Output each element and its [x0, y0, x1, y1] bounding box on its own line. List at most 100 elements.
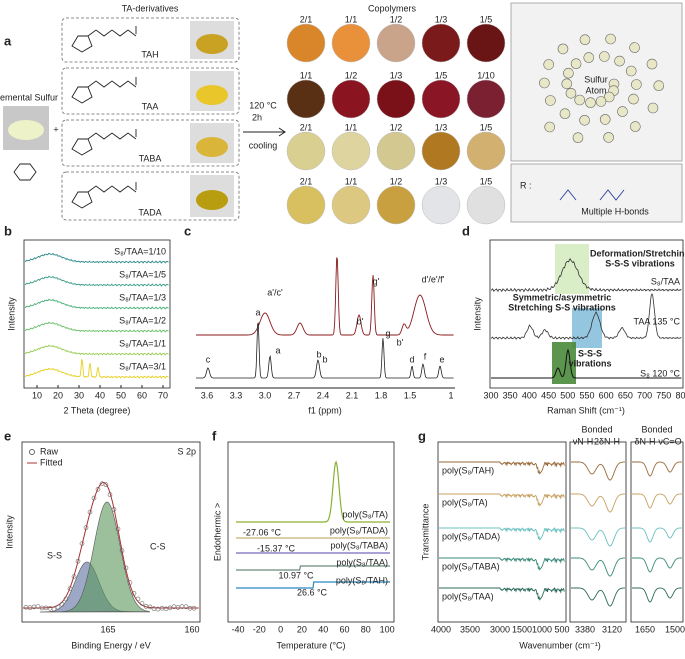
label: 165 — [100, 624, 115, 634]
component-cs — [39, 501, 151, 613]
label: S₈/TAA=1/5 — [119, 269, 166, 279]
sulfur-atom — [595, 96, 607, 107]
label: + — [53, 124, 58, 134]
sample-photo — [466, 131, 506, 171]
label: Raw — [40, 446, 59, 456]
label: 450 — [541, 390, 556, 400]
label: S-S-S vibrations — [605, 258, 675, 268]
label: S₈/TAA=1/3 — [119, 292, 166, 302]
raw-point — [127, 580, 133, 585]
label: S₈ 120 °C — [640, 368, 680, 378]
label: Transmittance — [420, 504, 430, 561]
label: S₈/TAA=1/2 — [119, 315, 166, 325]
label: 3.0 — [259, 390, 272, 400]
sulfur-atom — [565, 88, 577, 99]
sample-photo — [286, 79, 326, 119]
ratio-label: 1/1 — [345, 14, 358, 24]
curve — [632, 557, 682, 573]
sample-photo — [376, 131, 416, 171]
label: Intensity — [6, 297, 16, 331]
label: 350 — [503, 390, 518, 400]
derivative-box — [61, 17, 240, 63]
curve — [491, 348, 682, 379]
axes — [227, 441, 395, 623]
sample-photo — [286, 185, 326, 225]
sulfur-atom — [543, 59, 555, 70]
ratio-label: 2/1 — [300, 176, 313, 186]
label: Binding Energy / eV — [71, 640, 151, 650]
band — [552, 342, 576, 384]
label: Symmetric/asymmetric — [513, 292, 612, 302]
label: Fitted — [40, 457, 63, 467]
curve — [25, 252, 169, 264]
label: TAA 135 °C — [634, 316, 681, 326]
label: S-S — [47, 550, 62, 560]
sample-photo — [331, 23, 371, 63]
label: b' — [397, 337, 404, 347]
arrow — [243, 127, 286, 137]
label: νN-H — [573, 436, 594, 446]
label: d'/e'/f' — [422, 274, 445, 284]
sulfur-atom — [629, 42, 640, 53]
sulfur-atom — [614, 55, 625, 67]
sample-photo — [376, 185, 416, 225]
label: 2δN-H — [594, 436, 620, 446]
raw-point — [103, 482, 109, 488]
axes — [21, 441, 201, 623]
label: 500 — [560, 390, 575, 400]
label: c — [206, 354, 211, 364]
photo-content — [196, 137, 228, 157]
label: 700 — [637, 390, 652, 400]
curve — [236, 565, 390, 571]
raw-point — [123, 565, 129, 571]
ratio-label: 1/2 — [345, 70, 358, 80]
label: 1500 — [665, 624, 685, 634]
raw-point — [147, 604, 153, 610]
sample-photo — [466, 185, 506, 225]
label: Wavenumber (cm⁻¹) — [519, 640, 600, 650]
ratio-label: 1/3 — [435, 122, 448, 132]
molecule-ring — [71, 86, 93, 104]
label: poly(S₈/TADA) — [442, 531, 500, 541]
label: poly(S₈/TADA) — [330, 525, 388, 535]
ratio-label: 1/5 — [480, 176, 493, 186]
label: poly(S₈/TAH) — [442, 465, 494, 475]
ratio-label: 1/5 — [480, 14, 493, 24]
sample-photo — [421, 185, 461, 225]
label: Atom — [585, 85, 606, 95]
sulfur-atom — [559, 108, 571, 119]
label: 160 — [184, 624, 199, 634]
label: S-S-S — [578, 348, 602, 358]
label: 3120 — [602, 624, 622, 634]
label: 4000 — [431, 624, 451, 634]
sample-photo — [421, 23, 461, 63]
label: poly(S₈/TABA) — [442, 561, 500, 571]
label: 400 — [522, 390, 537, 400]
label: b — [316, 349, 321, 359]
label: 2h — [252, 112, 262, 122]
label: 40 — [95, 390, 105, 400]
label: TA-derivatives — [122, 3, 179, 13]
band — [572, 308, 602, 348]
sulfur-atom — [583, 52, 595, 63]
label: Bonded — [581, 424, 612, 434]
sulfur-atom — [653, 80, 665, 91]
label: 50 — [116, 390, 126, 400]
sulfur-atom — [544, 121, 556, 133]
label: b — [322, 354, 327, 364]
sulfur-atom — [631, 79, 642, 90]
label: Temperature (°C) — [276, 640, 345, 650]
ratio-label: 1/2 — [390, 176, 403, 186]
photo-content — [196, 85, 228, 105]
sulfur-atom — [629, 121, 641, 132]
label: Stretching S-S vibrations — [508, 302, 616, 312]
raw-point — [87, 509, 93, 515]
curve — [571, 527, 625, 547]
label: 26.6 °C — [297, 587, 328, 597]
label: 30 — [74, 390, 84, 400]
sulfur-atom — [579, 34, 591, 46]
sample-photo — [331, 131, 371, 171]
photo-content — [196, 34, 228, 54]
label: a — [275, 345, 280, 355]
sulfur-atom — [585, 97, 596, 108]
